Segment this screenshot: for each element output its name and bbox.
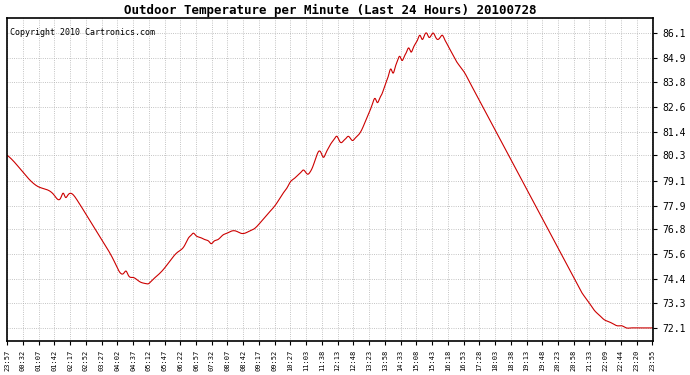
Title: Outdoor Temperature per Minute (Last 24 Hours) 20100728: Outdoor Temperature per Minute (Last 24 … [124, 4, 537, 17]
Text: Copyright 2010 Cartronics.com: Copyright 2010 Cartronics.com [10, 28, 155, 37]
